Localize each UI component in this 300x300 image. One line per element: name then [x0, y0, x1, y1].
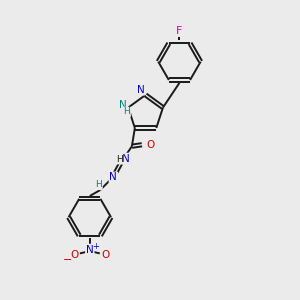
Text: N: N: [122, 154, 130, 164]
Text: N: N: [137, 85, 145, 94]
Text: N: N: [86, 244, 94, 255]
Text: −: −: [63, 255, 73, 265]
Text: F: F: [176, 26, 183, 36]
Text: H: H: [123, 107, 130, 116]
Text: N: N: [110, 172, 117, 182]
Text: O: O: [101, 250, 109, 260]
Text: H: H: [116, 155, 123, 164]
Text: N: N: [119, 100, 127, 110]
Text: H: H: [95, 180, 102, 189]
Text: +: +: [92, 242, 98, 250]
Text: O: O: [70, 250, 79, 260]
Text: O: O: [147, 140, 155, 150]
